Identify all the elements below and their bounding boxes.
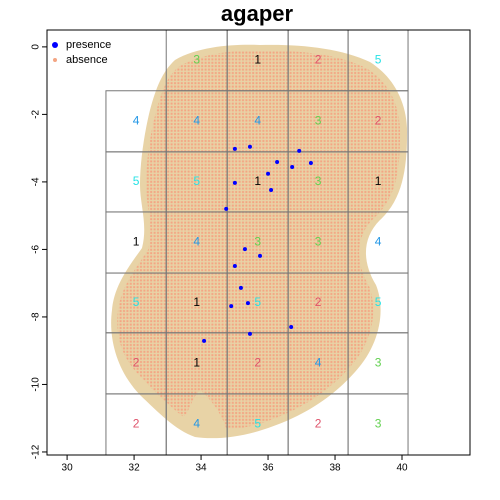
- fold-label: 2: [133, 356, 140, 370]
- presence-point: [289, 325, 294, 330]
- fold-label: 1: [193, 356, 200, 370]
- fold-label: 5: [375, 295, 382, 309]
- fold-label: 3: [315, 174, 322, 188]
- x-tick-label: 40: [396, 463, 408, 474]
- legend-swatch: [52, 42, 58, 48]
- fold-label: 2: [315, 53, 322, 67]
- fold-label: 4: [193, 417, 200, 431]
- fold-label: 4: [193, 235, 200, 249]
- fold-label: 5: [375, 53, 382, 67]
- fold-label: 2: [254, 356, 261, 370]
- x-tick-label: 34: [195, 463, 207, 474]
- fold-label: 2: [315, 417, 322, 431]
- fold-label: 4: [375, 235, 382, 249]
- fold-label: 3: [193, 53, 200, 67]
- x-tick-label: 38: [329, 463, 341, 474]
- fold-label: 1: [254, 53, 261, 67]
- legend: presence absence: [52, 39, 111, 66]
- y-tick-label: 0: [31, 44, 42, 50]
- x-tick-label: 30: [62, 463, 74, 474]
- fold-label: 2: [375, 113, 382, 127]
- legend-swatch: [53, 58, 57, 62]
- presence-point: [247, 144, 252, 149]
- fold-label: 1: [254, 174, 261, 188]
- fold-label: 5: [254, 417, 261, 431]
- fold-label: 5: [254, 295, 261, 309]
- presence-point: [202, 338, 207, 343]
- presence-point: [242, 247, 247, 252]
- presence-point: [258, 253, 263, 258]
- fold-label: 1: [375, 174, 382, 188]
- fold-label: 3: [315, 113, 322, 127]
- y-tick-label: -12: [31, 444, 42, 459]
- presence-point: [232, 146, 237, 151]
- presence-point: [297, 148, 302, 153]
- presence-point: [275, 159, 280, 164]
- presence-point: [266, 171, 271, 176]
- presence-point: [229, 304, 234, 309]
- chart-title: agaper: [221, 1, 294, 26]
- y-tick-label: -4: [31, 177, 42, 186]
- presence-point: [232, 180, 237, 185]
- presence-point: [238, 285, 243, 290]
- fold-label: 3: [375, 417, 382, 431]
- fold-label: 2: [133, 417, 140, 431]
- presence-point: [232, 263, 237, 268]
- y-tick-label: -8: [31, 312, 42, 321]
- presence-point: [269, 188, 274, 193]
- fold-label: 3: [375, 356, 382, 370]
- fold-label: 5: [133, 174, 140, 188]
- fold-label: 5: [133, 295, 140, 309]
- presence-point: [308, 161, 313, 166]
- y-tick-label: -2: [31, 110, 42, 119]
- study-area: [111, 44, 408, 439]
- fold-label: 4: [193, 113, 200, 127]
- y-tick-label: -6: [31, 245, 42, 254]
- legend-label: presence: [66, 39, 111, 51]
- fold-label: 4: [133, 113, 140, 127]
- fold-label: 1: [193, 295, 200, 309]
- presence-point: [290, 165, 295, 170]
- fold-label: 3: [315, 235, 322, 249]
- y-tick-label: -10: [31, 377, 42, 392]
- fold-label: 3: [254, 235, 261, 249]
- fold-label: 5: [193, 174, 200, 188]
- fold-label: 1: [133, 235, 140, 249]
- absence-points: [117, 50, 401, 429]
- presence-point: [247, 331, 252, 336]
- fold-label: 4: [315, 356, 322, 370]
- x-tick-label: 36: [262, 463, 274, 474]
- presence-point: [224, 206, 229, 211]
- fold-label: 2: [315, 295, 322, 309]
- x-tick-label: 32: [129, 463, 141, 474]
- presence-point: [245, 301, 250, 306]
- legend-label: absence: [66, 54, 108, 66]
- fold-label: 4: [254, 113, 261, 127]
